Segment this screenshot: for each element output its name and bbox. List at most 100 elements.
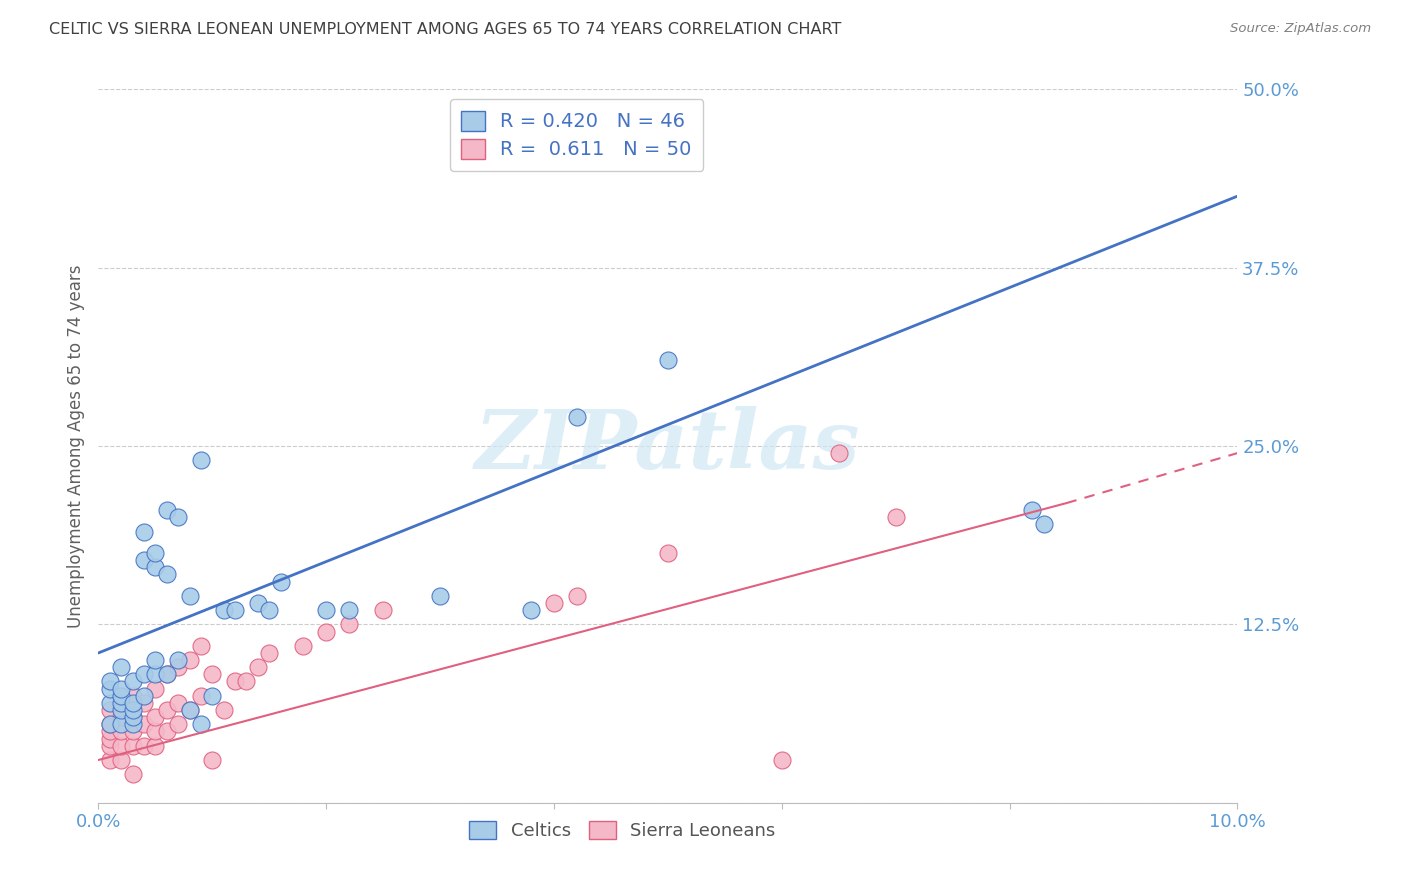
Point — [190, 453, 212, 467]
Point — [110, 660, 132, 674]
Point — [167, 696, 190, 710]
Point — [1032, 517, 1054, 532]
Point — [121, 710, 143, 724]
Point — [167, 653, 190, 667]
Point — [98, 753, 121, 767]
Point — [429, 589, 451, 603]
Point — [657, 546, 679, 560]
Point — [98, 674, 121, 689]
Point — [145, 560, 167, 574]
Point — [201, 689, 224, 703]
Point — [156, 503, 179, 517]
Point — [110, 681, 132, 696]
Point — [884, 510, 907, 524]
Point — [190, 689, 212, 703]
Point — [110, 696, 132, 710]
Point — [110, 689, 132, 703]
Point — [315, 603, 337, 617]
Point — [156, 667, 179, 681]
Point — [145, 667, 167, 681]
Point — [98, 681, 121, 696]
Point — [212, 703, 235, 717]
Point — [246, 660, 269, 674]
Point — [543, 596, 565, 610]
Point — [145, 653, 167, 667]
Point — [224, 674, 246, 689]
Point — [179, 703, 201, 717]
Point — [121, 739, 143, 753]
Point — [201, 667, 224, 681]
Point — [110, 689, 132, 703]
Point — [110, 753, 132, 767]
Point — [337, 617, 360, 632]
Text: Source: ZipAtlas.com: Source: ZipAtlas.com — [1230, 22, 1371, 36]
Point — [167, 510, 190, 524]
Point — [98, 739, 121, 753]
Point — [212, 603, 235, 617]
Point — [259, 603, 281, 617]
Point — [132, 717, 155, 731]
Point — [110, 724, 132, 739]
Point — [167, 717, 190, 731]
Point — [292, 639, 315, 653]
Point — [190, 717, 212, 731]
Point — [110, 717, 132, 731]
Point — [167, 660, 190, 674]
Point — [145, 724, 167, 739]
Point — [110, 703, 132, 717]
Point — [156, 567, 179, 582]
Point — [98, 717, 121, 731]
Point — [190, 639, 212, 653]
Point — [121, 724, 143, 739]
Point — [179, 653, 201, 667]
Point — [565, 589, 588, 603]
Point — [201, 753, 224, 767]
Point — [770, 753, 793, 767]
Point — [235, 674, 257, 689]
Text: ZIPatlas: ZIPatlas — [475, 406, 860, 486]
Point — [132, 689, 155, 703]
Point — [132, 667, 155, 681]
Point — [657, 353, 679, 368]
Point — [179, 703, 201, 717]
Point — [565, 410, 588, 425]
Point — [98, 731, 121, 746]
Point — [373, 603, 395, 617]
Point — [110, 710, 132, 724]
Point — [224, 603, 246, 617]
Point — [121, 696, 143, 710]
Point — [259, 646, 281, 660]
Point — [121, 689, 143, 703]
Point — [132, 739, 155, 753]
Point — [121, 717, 143, 731]
Point — [121, 767, 143, 781]
Point — [98, 724, 121, 739]
Legend: Celtics, Sierra Leoneans: Celtics, Sierra Leoneans — [461, 814, 783, 847]
Point — [156, 724, 179, 739]
Point — [145, 546, 167, 560]
Point — [110, 739, 132, 753]
Point — [132, 524, 155, 539]
Point — [145, 739, 167, 753]
Point — [315, 624, 337, 639]
Point — [121, 710, 143, 724]
Point — [121, 703, 143, 717]
Point — [98, 717, 121, 731]
Point — [828, 446, 851, 460]
Point — [1021, 503, 1043, 517]
Point — [121, 674, 143, 689]
Point — [270, 574, 292, 589]
Text: CELTIC VS SIERRA LEONEAN UNEMPLOYMENT AMONG AGES 65 TO 74 YEARS CORRELATION CHAR: CELTIC VS SIERRA LEONEAN UNEMPLOYMENT AM… — [49, 22, 842, 37]
Point — [132, 696, 155, 710]
Point — [98, 696, 121, 710]
Point — [520, 603, 543, 617]
Point — [179, 589, 201, 603]
Point — [145, 710, 167, 724]
Point — [156, 667, 179, 681]
Point — [132, 553, 155, 567]
Point — [337, 603, 360, 617]
Point — [98, 703, 121, 717]
Point — [156, 703, 179, 717]
Point — [145, 681, 167, 696]
Y-axis label: Unemployment Among Ages 65 to 74 years: Unemployment Among Ages 65 to 74 years — [66, 264, 84, 628]
